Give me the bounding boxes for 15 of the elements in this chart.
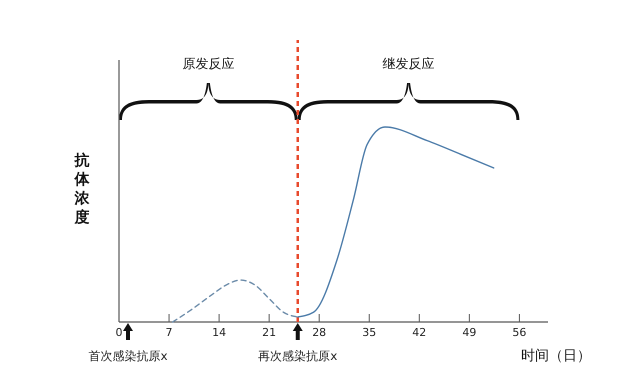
- text: 首次感染抗原x: [88, 349, 168, 363]
- x-tick-label: 0: [116, 326, 122, 339]
- x-tick-label: 42: [412, 326, 426, 339]
- x-tick-label: 28: [312, 326, 326, 339]
- x-tick-label: 49: [462, 326, 476, 339]
- text: 原发反应: [182, 56, 234, 72]
- x-tick-label: 35: [362, 326, 376, 339]
- x-tick-label: 14: [212, 326, 226, 339]
- x-tick-label: 7: [166, 326, 173, 339]
- text: 再次感染抗原x: [258, 349, 338, 363]
- x-tick-label: 56: [512, 326, 526, 339]
- text: 继发反应: [382, 56, 435, 72]
- y-axis-title: 抗体浓度: [74, 151, 90, 226]
- x-tick-label: 21: [262, 326, 276, 339]
- x-axis-title: 时间（日）: [521, 348, 591, 364]
